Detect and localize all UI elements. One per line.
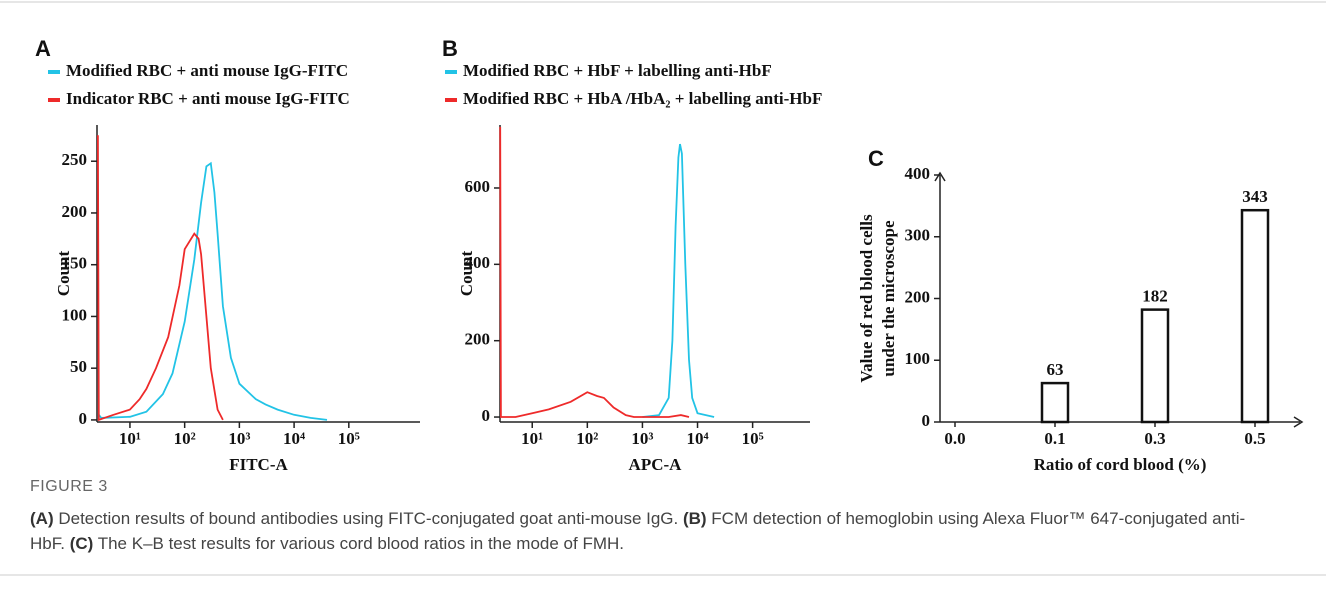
x-tick-label: 10¹ [119,429,141,448]
caption-label: (A) [30,509,54,528]
series-line [98,161,328,421]
x-tick-label: 0.1 [1044,429,1065,448]
x-tick-label: 10² [576,429,598,448]
y-tick-label: 150 [62,254,88,273]
series-line [642,143,715,418]
y-tick-label: 200 [905,287,931,306]
y-tick-label: 100 [905,349,931,368]
x-tick-label: 10³ [631,429,653,448]
y-axis-label: under the microscope [879,220,898,377]
y-tick-label: 200 [62,202,88,221]
x-axis-label: FITC-A [229,455,288,474]
y-axis-label: Count [54,250,73,296]
caption: FIGURE 3 (A) Detection results of bound … [30,478,1280,556]
x-tick-label: 0.3 [1144,429,1165,448]
axis-arrow [1293,416,1304,428]
caption-label: (C) [69,534,94,553]
axis-arrow [934,171,946,182]
bar [1140,308,1170,424]
x-tick-label: 10⁵ [742,429,764,448]
y-tick-label: 300 [905,226,931,245]
y-tick-label: 600 [465,177,491,196]
y-tick-label: 400 [905,164,931,183]
y-axis-label: Value of red blood cells [857,214,876,383]
bar [1240,208,1270,424]
series-line [499,126,690,418]
legend-label: Modified RBC + HbF + labelling anti-HbF [463,61,772,80]
y-tick-label: 100 [62,305,88,324]
figure-label: FIGURE 3 [30,478,108,495]
x-axis-label: APC-A [629,455,683,474]
x-tick-label: 10⁵ [338,429,360,448]
caption-body: Detection results of bound antibodies us… [53,509,683,528]
value-label: 182 [1142,287,1168,306]
panel-label: C [868,146,884,171]
series-line [97,135,224,422]
x-axis-label: Ratio of cord blood (%) [1034,455,1207,474]
y-tick-label: 50 [70,357,87,376]
caption-text: (A) Detection results of bound antibodie… [30,506,1280,556]
caption-label: (B) [682,509,707,528]
x-tick-label: 10⁴ [283,429,305,448]
caption-body: FCM detection of hemoglobin using Alexa … [30,509,1246,553]
y-tick-label: 200 [465,330,491,349]
y-tick-label: 0 [482,406,491,425]
x-tick-label: 10¹ [521,429,543,448]
y-tick-label: 400 [465,253,491,272]
value-label: 343 [1242,187,1268,206]
x-tick-label: 0.0 [944,429,965,448]
y-axis-label: Count [457,250,476,296]
y-tick-label: 0 [922,411,931,430]
y-tick-label: 0 [79,409,88,428]
value-label: 63 [1047,360,1064,379]
panel-label: B [442,36,458,61]
panel-label: A [35,36,51,61]
legend-label: Indicator RBC + anti mouse IgG-FITC [66,89,350,108]
x-tick-label: 10³ [228,429,250,448]
x-tick-label: 10⁴ [686,429,708,448]
bar [1040,381,1070,424]
x-tick-label: 0.5 [1244,429,1265,448]
y-tick-label: 250 [62,150,88,169]
caption-body: The K–B test results for various cord bl… [93,534,624,553]
legend-label: Modified RBC + anti mouse IgG-FITC [66,61,348,80]
legend-label: Modified RBC + HbA /HbA₂ + labelling ant… [463,89,822,108]
x-tick-label: 10² [174,429,196,448]
